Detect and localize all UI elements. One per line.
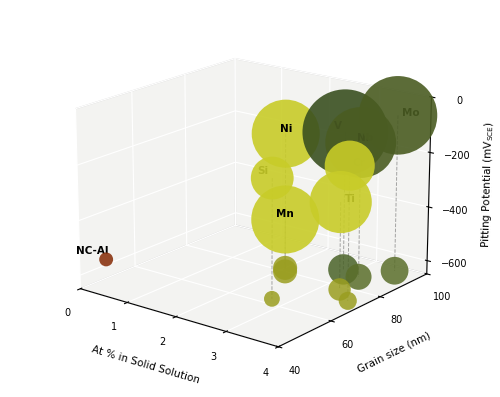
Y-axis label: Grain size (nm): Grain size (nm) — [356, 331, 432, 375]
X-axis label: At % in Solid Solution: At % in Solid Solution — [90, 344, 200, 385]
